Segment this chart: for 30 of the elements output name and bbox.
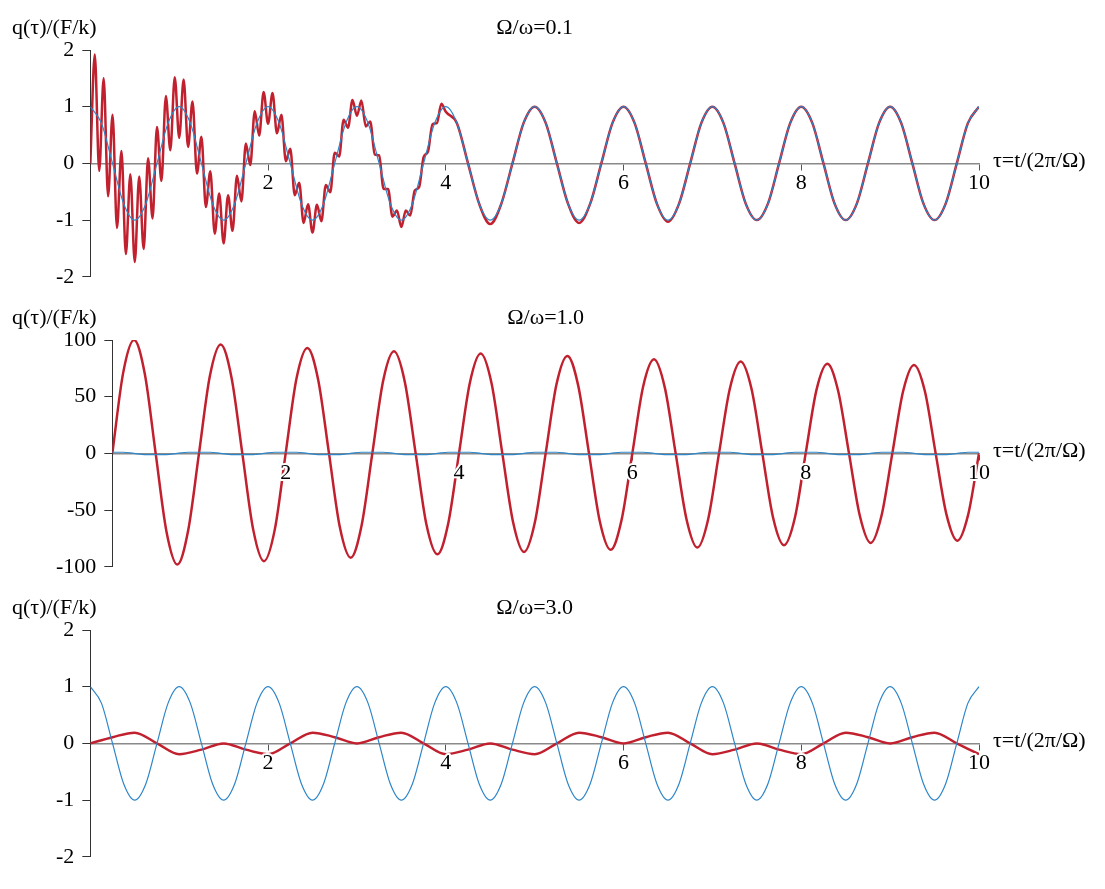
chart-title: Ω/ω=3.0 bbox=[496, 594, 574, 619]
y-tick-label: 50 bbox=[74, 382, 97, 408]
y-tick-label: 1 bbox=[63, 92, 75, 118]
chart-title: Ω/ω=1.0 bbox=[507, 304, 585, 329]
x-tick-label: 6 bbox=[618, 169, 630, 195]
x-axis-title: τ=t/(2π/Ω) bbox=[993, 147, 1086, 173]
x-tick-label: 8 bbox=[795, 169, 807, 195]
x-axis-title: τ=t/(2π/Ω) bbox=[993, 437, 1086, 463]
y-tick-label: -1 bbox=[56, 785, 75, 811]
y-tick-label: 0 bbox=[63, 729, 75, 755]
y-axis-title: q(τ)/(F/k) bbox=[12, 304, 97, 329]
line-series bbox=[90, 731, 979, 756]
y-tick-label: 0 bbox=[63, 149, 75, 175]
x-tick-label: 4 bbox=[440, 749, 452, 775]
y-tick-label: -2 bbox=[56, 262, 75, 288]
x-axis-title: τ=t/(2π/Ω) bbox=[993, 727, 1086, 753]
y-tick-label: 0 bbox=[85, 439, 97, 465]
x-tick-label: 2 bbox=[262, 749, 274, 775]
y-tick-label: -50 bbox=[67, 495, 97, 521]
chart-title: Ω/ω=0.1 bbox=[496, 14, 574, 39]
x-tick-label: 2 bbox=[262, 169, 274, 195]
y-tick-label: 1 bbox=[63, 672, 75, 698]
x-tick-label: 10 bbox=[968, 749, 990, 775]
y-tick-label: -1 bbox=[56, 205, 75, 231]
y-tick-label: -100 bbox=[56, 552, 97, 578]
x-tick-label: 8 bbox=[795, 749, 807, 775]
x-tick-label: 10 bbox=[968, 169, 990, 195]
y-tick-label: -2 bbox=[56, 842, 75, 868]
x-tick-label: 4 bbox=[440, 169, 452, 195]
x-tick-label: 6 bbox=[618, 749, 630, 775]
